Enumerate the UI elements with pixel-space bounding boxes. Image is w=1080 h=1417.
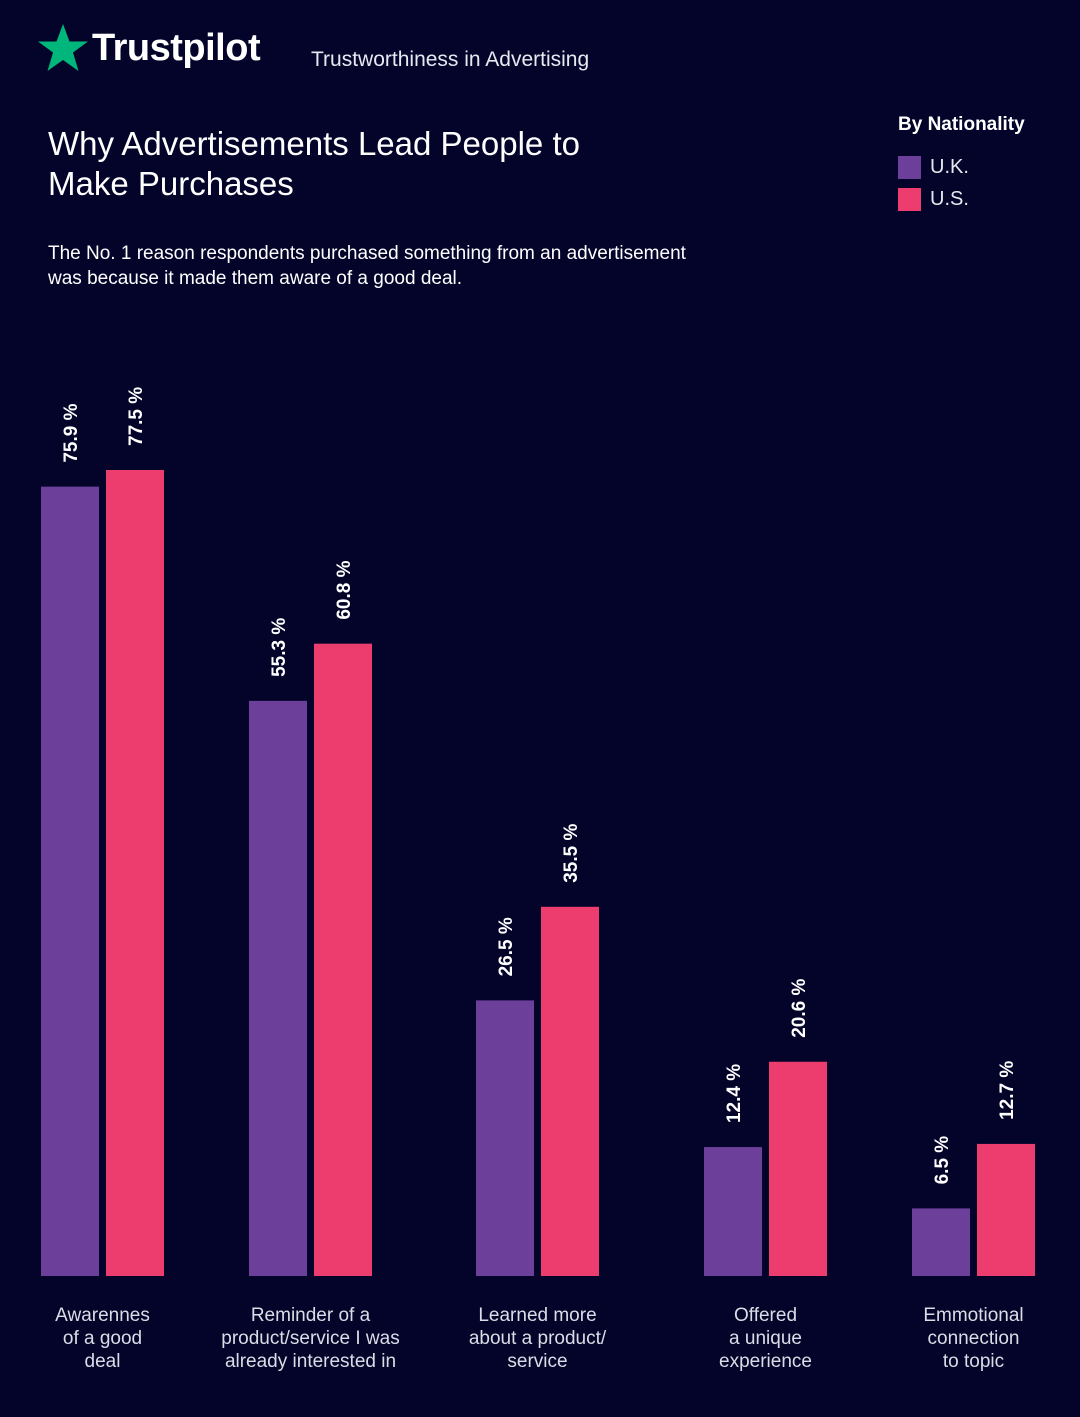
brand-name: Trustpilot (92, 26, 261, 69)
chart-title: Why Advertisements Lead People to Make P… (48, 125, 580, 202)
category-label-2: Learned more about a product/ service (468, 1305, 607, 1372)
value-label-us-0: 77.5 % (126, 387, 147, 446)
chart-subtitle: The No. 1 reason respondents purchased s… (48, 243, 686, 289)
value-label-us-4: 12.7 % (997, 1061, 1018, 1120)
tagline: Trustworthiness in Advertising (311, 48, 590, 71)
legend-title: By Nationality (898, 114, 1025, 135)
value-label-uk-3: 12.4 % (724, 1064, 745, 1123)
bar-uk-0 (41, 486, 99, 1276)
legend-swatch-uk (898, 155, 921, 179)
legend-label-us: U.S. (930, 187, 969, 210)
legend-swatch-us (898, 187, 921, 211)
category-label-1: Reminder of a product/service I was alre… (221, 1305, 400, 1372)
legend-item-uk: U.K. (898, 155, 1025, 179)
category-label-0: Awarennes of a good deal (55, 1305, 150, 1372)
bar-uk-3 (704, 1147, 762, 1276)
legend-item-us: U.S. (898, 187, 1025, 211)
bar-us-3 (769, 1061, 827, 1276)
value-label-us-3: 20.6 % (789, 979, 810, 1038)
value-label-uk-2: 26.5 % (496, 917, 517, 976)
bar-us-0 (106, 470, 164, 1276)
value-label-uk-0: 75.9 % (61, 403, 82, 462)
trustpilot-logo: Trustpilot (36, 22, 261, 74)
bar-us-4 (977, 1143, 1035, 1276)
bar-us-2 (541, 906, 599, 1276)
legend-label-uk: U.K. (930, 155, 969, 178)
value-label-uk-4: 6.5 % (932, 1136, 953, 1185)
bar-uk-4 (912, 1208, 970, 1276)
legend: By Nationality U.K. U.S. (898, 114, 1025, 219)
bar-uk-2 (476, 1000, 534, 1276)
star-icon (38, 24, 88, 71)
bar-uk-1 (249, 700, 307, 1276)
value-label-uk-1: 55.3 % (269, 618, 290, 677)
category-label-4: Emmotional connection to topic (923, 1305, 1024, 1372)
category-label-3: Offered a unique experience (719, 1305, 812, 1372)
bar-us-1 (314, 643, 372, 1276)
value-label-us-1: 60.8 % (334, 560, 355, 619)
value-label-us-2: 35.5 % (561, 824, 582, 883)
